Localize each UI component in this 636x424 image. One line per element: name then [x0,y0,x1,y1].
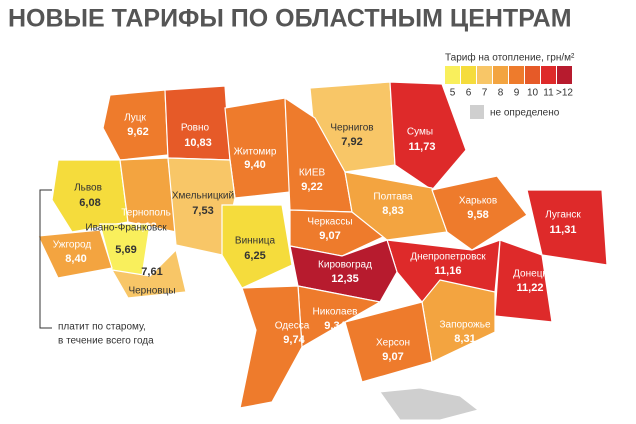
region [344,301,433,383]
region-value: 12,35 [331,273,359,285]
region-value: 8,31 [454,333,475,345]
legend-swatch [477,66,492,84]
region-value: 8,12 [135,221,156,233]
region-name: Николаев [313,307,358,318]
legend-swatch [509,66,524,84]
legend-label: не определено [490,108,560,119]
region-name: КИЕВ [299,168,326,179]
region-name: Полтава [373,192,413,203]
legend-swatch [461,66,476,84]
region-name: Хмельницкий [172,191,234,202]
legend-swatch [445,66,460,84]
region-name: Одесса [275,321,310,332]
legend-swatch [525,66,540,84]
legend-swatch [557,66,572,84]
region-name: Луганск [545,210,581,221]
region-value: 5,69 [115,244,136,256]
region-value: 8,40 [65,253,86,265]
region-name: Житомир [234,147,277,158]
region [344,171,448,241]
region-value: 11,16 [435,265,462,277]
annotation: платит по старому, [58,322,146,333]
region-name: Кировоград [318,260,372,271]
region-value: 11,31 [550,224,577,236]
region-name: Львов [74,183,102,194]
region-name: Луцк [124,113,146,124]
legend-swatch-undefined [470,105,484,119]
region [289,209,387,257]
region [224,97,291,199]
region-name: Ужгород [53,240,92,251]
region [239,285,303,409]
region [102,89,169,161]
region-value: 8,83 [382,205,403,217]
region-value: 11,22 [517,282,544,294]
region-name: Тернополь [121,208,171,219]
region-value: 6,08 [79,197,100,209]
region [494,239,553,323]
region-name: Сумы [407,127,433,138]
region-value: 9,07 [319,230,340,242]
region-value: 9,74 [283,334,305,346]
region-value: 9,62 [127,126,148,138]
region-value: 10,83 [184,137,212,149]
region [51,159,129,233]
region-name: Черновцы [128,286,175,297]
region [431,175,528,251]
region-value: 9,22 [301,181,322,193]
region-value: 7,92 [341,136,362,148]
legend-label: 10 [527,88,539,99]
legend-label: 9 [514,88,520,99]
annotation: в течение всего года [58,336,154,347]
legend-label: 11 [543,88,554,99]
region-value: 11,73 [409,141,436,153]
title: НОВЫЕ ТАРИФЫ ПО ОБЛАСТНЫМ ЦЕНТРАМ [8,5,572,33]
region-value: 9,34 [324,320,346,332]
region-value: 9,40 [244,159,265,171]
region-name: Днепропетровск [410,252,486,263]
region-name: Черкассы [307,217,352,228]
region [389,81,467,191]
region [526,189,608,266]
region [221,204,293,289]
region-name: Чернигов [330,123,373,134]
legend-label: >12 [556,88,573,99]
region [37,229,113,279]
legend-swatch [541,66,556,84]
legend-label: 7 [482,88,488,99]
region-value: 7,53 [192,205,213,217]
region-value: 6,25 [244,250,265,262]
region-value: 9,58 [467,209,488,221]
region-name: Запорожье [439,320,490,331]
legend-label: 6 [466,88,472,99]
annotation-bracket [39,189,52,329]
region-name: Донецк [513,269,547,280]
region-name: Винница [235,236,276,247]
region [110,248,187,299]
region-name: Херсон [376,338,410,349]
legend-label: 5 [450,88,456,99]
crimea [379,387,480,421]
region-value: 9,07 [382,351,403,363]
region-name: Харьков [459,196,497,207]
legend-title: Тариф на отопление, грн/м² [445,52,575,64]
region [421,279,496,363]
region-value: 7,61 [141,266,162,278]
region-name: Ивано-Франковск [85,223,167,234]
region-name: Ровно [181,123,210,134]
legend-label: 8 [498,88,504,99]
legend-swatch [493,66,508,84]
